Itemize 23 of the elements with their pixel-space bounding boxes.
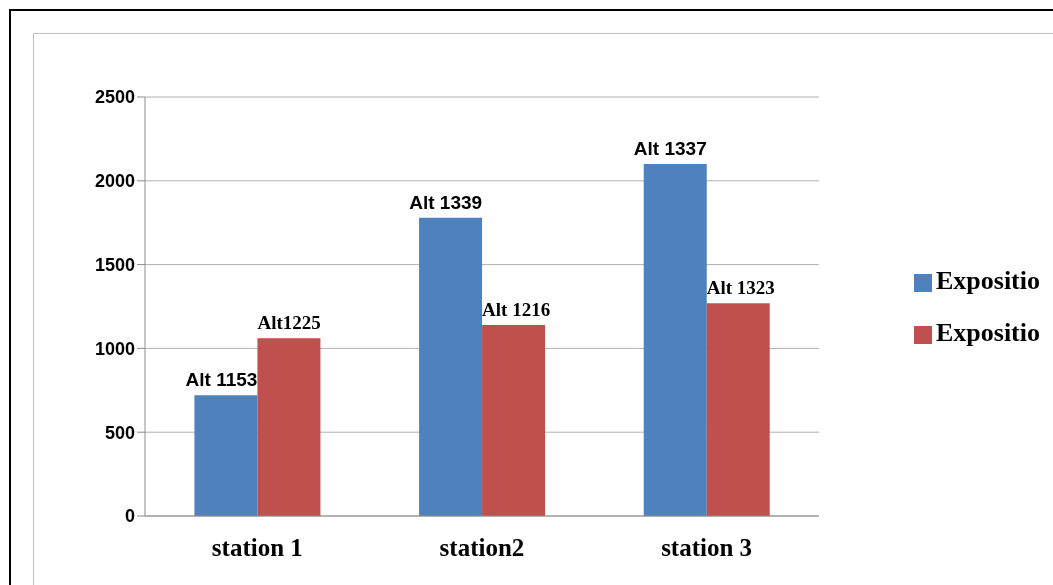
bar bbox=[194, 395, 258, 516]
legend-label: Expositio bbox=[935, 266, 1040, 295]
y-tick-label: 2500 bbox=[94, 87, 135, 108]
x-tick-label: station 1 bbox=[211, 533, 303, 561]
x-tick-label: station 3 bbox=[661, 533, 753, 561]
y-tick-label: 1500 bbox=[94, 254, 135, 275]
data-label: Alt1225 bbox=[257, 312, 321, 334]
data-label: Alt 1337 bbox=[633, 138, 707, 160]
data-label: Alt 1323 bbox=[706, 277, 775, 299]
data-label: Alt 1339 bbox=[409, 191, 483, 213]
bar bbox=[257, 338, 321, 516]
legend-label: Expositio bbox=[935, 318, 1040, 347]
y-tick-label: 1000 bbox=[94, 338, 135, 359]
y-tick-label: 2000 bbox=[94, 171, 135, 192]
data-label: Alt 1153 bbox=[185, 369, 258, 391]
bar bbox=[706, 303, 770, 516]
data-label: Alt 1216 bbox=[482, 298, 551, 320]
bar bbox=[482, 324, 546, 516]
y-tick-label: 0 bbox=[124, 506, 135, 527]
y-tick-label: 500 bbox=[104, 422, 135, 443]
bar bbox=[419, 217, 483, 516]
x-tick-label: station2 bbox=[439, 533, 525, 561]
bar bbox=[643, 164, 707, 516]
